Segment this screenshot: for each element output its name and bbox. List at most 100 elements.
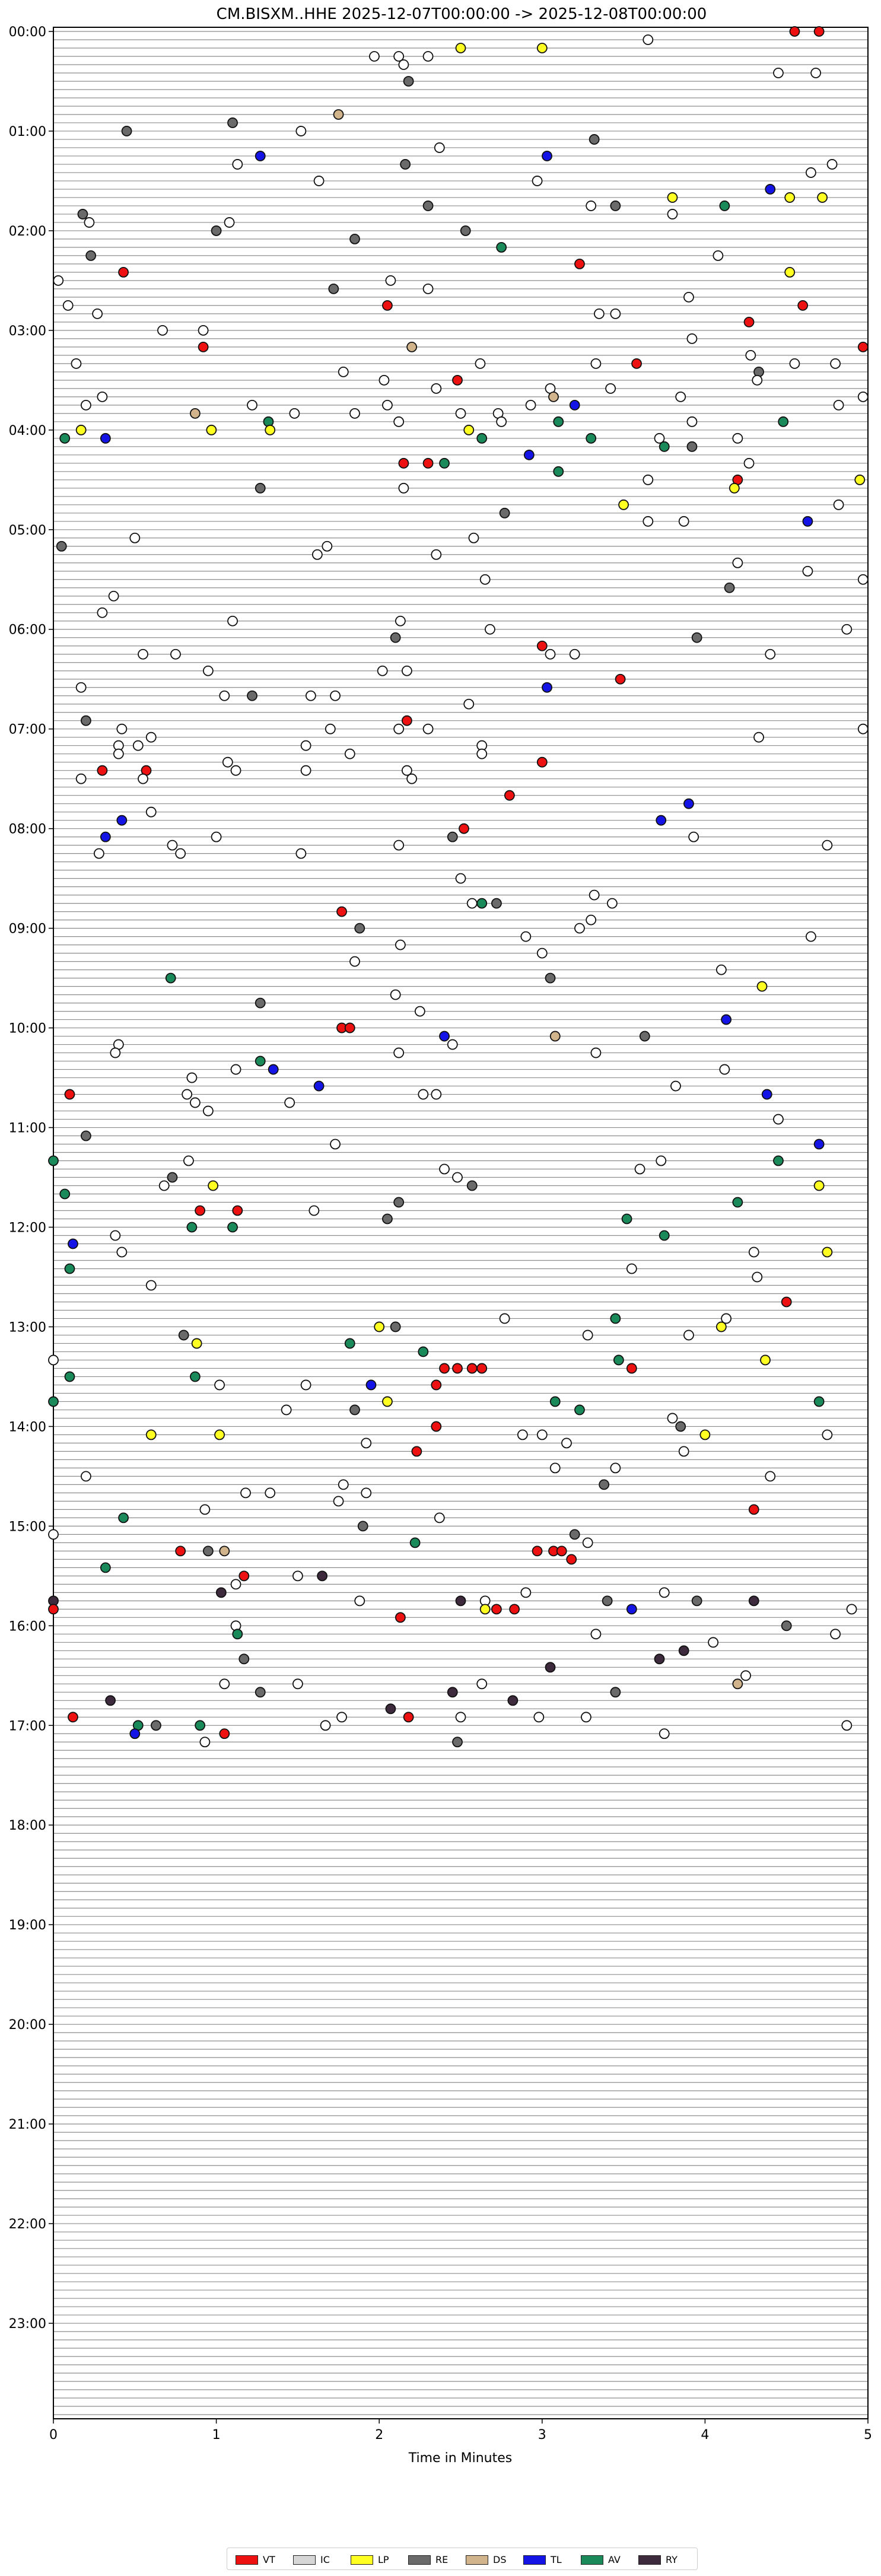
- event-marker-av: [553, 416, 564, 427]
- event-marker-re: [211, 225, 222, 236]
- event-marker-ic: [805, 931, 816, 942]
- event-marker-tl: [129, 1728, 141, 1739]
- event-marker-av: [659, 441, 670, 452]
- event-marker-ic: [594, 308, 605, 319]
- event-marker-ic: [830, 1629, 841, 1640]
- event-marker-ds: [406, 341, 418, 352]
- event-marker-re: [349, 1404, 360, 1416]
- event-marker-ic: [300, 1379, 311, 1391]
- event-marker-av: [476, 898, 488, 909]
- event-marker-ic: [499, 1313, 510, 1324]
- event-marker-ic: [686, 416, 698, 427]
- event-marker-ic: [826, 159, 838, 170]
- event-marker-av: [418, 1346, 429, 1357]
- event-marker-ic: [344, 748, 355, 759]
- y-tick-label: 12:00: [9, 1220, 46, 1235]
- event-marker-ic: [401, 665, 412, 676]
- event-marker-re: [357, 1521, 368, 1532]
- event-marker-ic: [533, 1712, 545, 1723]
- event-marker-ic: [333, 1496, 344, 1507]
- event-marker-av: [255, 1055, 266, 1067]
- event-marker-ic: [232, 159, 243, 170]
- event-marker-ic: [431, 1089, 442, 1100]
- event-marker-vt: [97, 765, 108, 776]
- event-marker-vt: [118, 266, 129, 278]
- event-marker-re: [610, 1687, 621, 1698]
- event-marker-ic: [145, 1280, 157, 1291]
- event-marker-ic: [295, 126, 307, 136]
- legend-label: RE: [435, 2554, 449, 2565]
- event-marker-ry: [105, 1695, 116, 1706]
- event-marker-ic: [590, 358, 602, 369]
- event-marker-re: [724, 582, 735, 593]
- event-marker-tl: [569, 399, 580, 411]
- y-tick-label: 16:00: [9, 1619, 46, 1634]
- event-marker-ry: [545, 1662, 556, 1673]
- event-marker-vt: [748, 1504, 759, 1515]
- event-marker-ic: [765, 648, 776, 660]
- x-tick-label: 4: [701, 2428, 709, 2443]
- event-marker-tl: [813, 1138, 825, 1150]
- event-marker-ic: [395, 615, 406, 626]
- event-marker-ic: [675, 391, 686, 402]
- event-marker-re: [349, 234, 360, 244]
- event-marker-av: [48, 1155, 59, 1166]
- y-tick-label: 14:00: [9, 1420, 46, 1435]
- event-marker-av: [100, 1562, 111, 1573]
- event-marker-ic: [116, 1246, 128, 1258]
- event-marker-ic: [476, 1678, 488, 1690]
- event-marker-ic: [466, 898, 478, 909]
- event-marker-ic: [75, 773, 87, 784]
- event-marker-lp: [382, 1396, 393, 1407]
- event-marker-ic: [281, 1404, 292, 1416]
- event-marker-ic: [479, 574, 491, 585]
- event-marker-ic: [361, 1438, 372, 1449]
- event-marker-ic: [586, 914, 597, 926]
- event-marker-ic: [92, 308, 103, 319]
- event-marker-ic: [536, 1429, 548, 1440]
- event-marker-re: [81, 1130, 91, 1141]
- event-marker-ic: [84, 217, 95, 228]
- legend-label: AV: [608, 2554, 621, 2565]
- event-marker-ry: [748, 1595, 759, 1607]
- event-marker-ic: [719, 1064, 730, 1075]
- event-marker-tl: [255, 151, 266, 161]
- event-marker-ic: [62, 300, 74, 311]
- event-marker-ic: [240, 1487, 251, 1499]
- event-marker-ic: [75, 682, 87, 693]
- y-tick-label: 22:00: [9, 2217, 46, 2232]
- event-marker-lp: [813, 1180, 825, 1191]
- event-marker-vt: [556, 1545, 567, 1557]
- event-marker-ry: [654, 1653, 665, 1665]
- event-marker-ic: [810, 68, 822, 78]
- event-marker-ic: [422, 723, 434, 734]
- event-marker-vt: [232, 1205, 243, 1216]
- event-marker-ic: [683, 1330, 694, 1341]
- event-marker-ic: [525, 399, 536, 411]
- event-marker-ic: [683, 291, 694, 303]
- event-marker-ic: [108, 590, 119, 602]
- event-marker-vt: [382, 300, 393, 311]
- event-marker-tl: [721, 1014, 731, 1025]
- event-marker-ic: [330, 690, 341, 701]
- event-marker-re: [639, 1031, 650, 1042]
- event-marker-vt: [789, 26, 800, 37]
- event-marker-ic: [308, 1205, 320, 1216]
- event-marker-re: [238, 1653, 250, 1665]
- y-tick-label: 07:00: [9, 723, 46, 737]
- event-marker-ic: [284, 1097, 295, 1108]
- event-marker-ic: [833, 499, 844, 510]
- event-marker-ic: [715, 964, 727, 975]
- event-marker-vt: [401, 715, 412, 726]
- event-marker-vt: [574, 259, 585, 269]
- event-marker-vt: [238, 1570, 250, 1582]
- event-marker-ic: [202, 1105, 214, 1117]
- event-marker-vt: [536, 640, 548, 651]
- event-marker-vt: [459, 823, 469, 834]
- event-marker-ic: [110, 1047, 121, 1058]
- event-marker-av: [48, 1396, 59, 1407]
- event-marker-lp: [715, 1321, 727, 1332]
- event-marker-ds: [549, 1031, 561, 1042]
- event-marker-ic: [138, 773, 148, 784]
- event-marker-vt: [797, 300, 809, 311]
